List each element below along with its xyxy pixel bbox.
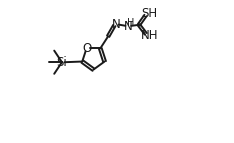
Text: Si: Si — [57, 56, 67, 69]
Text: NH: NH — [140, 29, 158, 42]
Text: H: H — [127, 18, 135, 28]
Text: SH: SH — [141, 7, 157, 20]
Text: O: O — [82, 42, 91, 55]
Text: N: N — [112, 18, 121, 31]
Text: N: N — [124, 20, 132, 33]
